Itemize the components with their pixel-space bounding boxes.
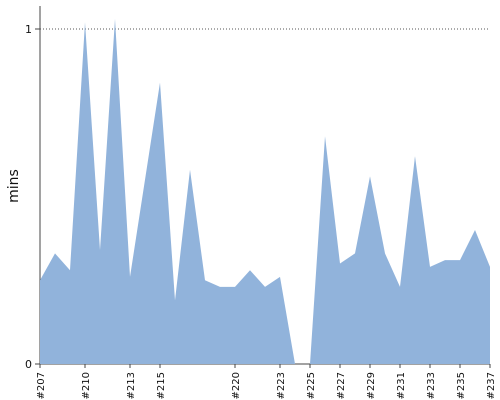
x-tick-label: #235: [456, 372, 467, 399]
y-ticks: 01: [25, 23, 40, 371]
y-tick-label: 1: [25, 23, 32, 36]
area-layer: [40, 18, 490, 365]
x-tick-label: #213: [126, 372, 137, 399]
y-tick-label: 0: [25, 358, 32, 371]
x-tick-label: #210: [81, 372, 92, 399]
x-tick-label: #227: [336, 372, 347, 399]
x-tick-label: #207: [36, 372, 47, 399]
x-tick-label: #225: [306, 372, 317, 399]
x-ticks: #207 #210 #213 #215 #220 #223 #225 #227 #229 #231…: [36, 364, 497, 399]
y-axis-label: mins: [6, 169, 22, 203]
x-tick-label: #233: [426, 372, 437, 399]
duration-area: [40, 18, 490, 365]
x-tick-label: #229: [366, 372, 377, 399]
x-tick-label: #215: [156, 372, 167, 399]
x-tick-label: #220: [231, 372, 242, 399]
x-tick-label: #237: [486, 372, 497, 399]
x-tick-label: #231: [396, 372, 407, 399]
x-tick-label: #223: [276, 372, 287, 399]
